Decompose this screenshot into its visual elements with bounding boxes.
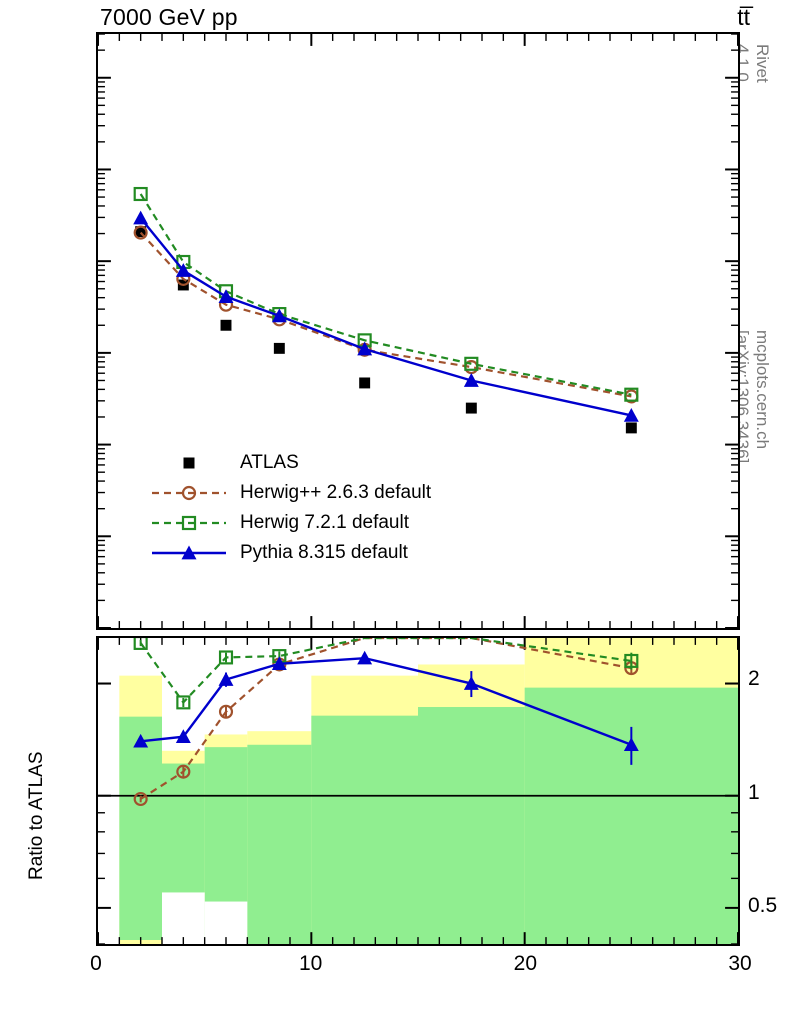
data-point-marker [181,485,197,501]
uncertainty-band-green [162,763,205,893]
data-point-marker [624,387,639,402]
x-axis-tick-label: 10 [298,952,323,975]
legend-label: Herwig 7.2.1 default [240,512,409,533]
legend-label: Herwig++ 2.6.3 default [240,482,432,503]
data-point-marker [271,308,287,323]
series-line [139,193,632,396]
data-point-marker [357,650,373,665]
uncertainty-band-green [418,707,525,944]
ratio-axis-label: Ratio to ATLAS [26,751,47,881]
legend-key-triangle-filled-icon [150,542,228,564]
main-plot-canvas [98,34,738,628]
x-axis-tick-label: 0 [90,952,102,975]
data-point-marker [218,289,234,304]
data-point-marker [624,653,639,668]
data-point-marker [183,457,195,469]
data-point-marker [133,791,148,806]
x-axis-tick-label: 30 [728,952,752,975]
uncertainty-band-green [119,716,162,941]
data-point-marker [181,545,197,560]
legend-item[interactable]: Herwig++ 2.6.3 default [150,478,431,508]
legend-key-square-open-icon [150,512,228,534]
legend-key-circle-open-icon [150,482,228,504]
data-point-marker [464,356,479,371]
data-point-marker [218,672,234,686]
main-plot-panel [96,32,740,630]
data-point-marker [218,650,234,665]
data-point-marker [359,377,371,389]
series-line [139,231,632,398]
data-point-marker [271,656,287,671]
data-point-marker [176,764,191,779]
x-axis-tick-label: 20 [513,952,537,975]
legend-label: ATLAS [240,452,299,473]
data-point-marker [133,186,148,202]
ratio-plot-canvas [98,638,738,944]
data-point-marker [463,373,479,387]
legend-item[interactable]: ATLAS [150,448,431,478]
ratio-tick-label-right: 2 [748,667,760,691]
ratio-tick-label-right: 1 [748,780,760,804]
data-point-marker [623,407,639,422]
ratio-tick-label-right: 0.5 [748,894,778,918]
data-point-marker [133,733,149,748]
legend-item[interactable]: Pythia 8.315 default [150,538,431,568]
data-point-marker [181,515,197,531]
data-point-marker [220,319,232,331]
process-label: tt̅ [737,4,750,30]
data-point-marker [218,704,234,719]
data-point-marker [623,737,639,752]
uncertainty-band-green [311,715,418,944]
uncertainty-band-gap [204,901,248,944]
series-line [139,217,632,417]
data-point-marker [175,729,191,743]
data-point-marker [463,676,479,690]
data-point-marker [133,638,148,650]
data-point-marker [176,695,191,710]
data-point-marker [625,422,637,434]
data-point-marker [175,263,191,277]
data-point-marker [357,341,373,356]
legend-item[interactable]: Herwig 7.2.1 default [150,508,431,538]
legend-key-square-filled-icon [150,452,228,474]
data-point-marker [273,342,285,354]
ratio-plot-panel [96,636,740,946]
data-point-marker [135,226,147,238]
uncertainty-band-green [524,687,738,944]
uncertainty-band-gap [162,892,205,944]
uncertainty-band-green [247,744,312,944]
legend-label: Pythia 8.315 default [240,542,408,563]
data-point-marker [133,225,148,240]
beam-energy-label: 7000 GeV pp [100,4,238,30]
data-point-marker [133,210,149,225]
data-point-marker [465,402,477,414]
legend: ATLAS Herwig++ 2.6.3 default Herwig 7.2.1 … [150,448,431,568]
